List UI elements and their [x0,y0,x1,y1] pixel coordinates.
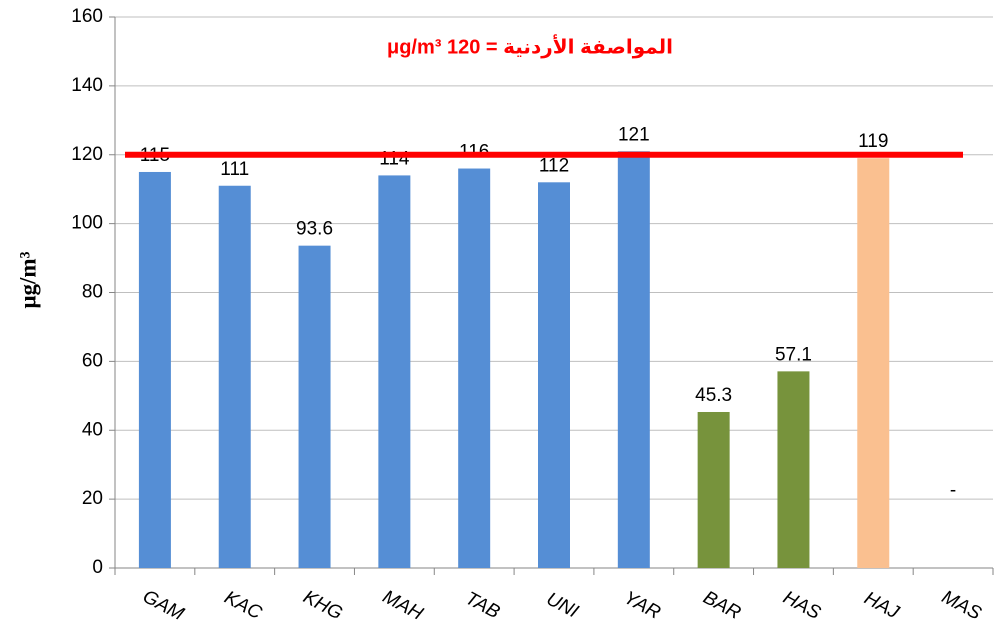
bar [777,371,810,568]
y-tick-label: 160 [71,6,103,27]
bar [138,171,171,568]
y-axis-label: μg/m³ [15,251,40,308]
bar [218,185,251,568]
bar [857,158,890,568]
value-label: 111 [220,159,249,180]
bar [538,182,570,569]
x-tick-label: TAB [462,588,504,623]
value-label: - [950,480,956,501]
x-tick-label: UNI [543,589,582,623]
bar [378,175,411,568]
y-tick-label: 60 [82,350,103,371]
x-tick-label: BAR [700,587,745,624]
y-tick-label: 100 [71,213,103,234]
value-label: 57.1 [775,344,812,365]
bar [697,411,730,568]
value-label: 93.6 [296,219,333,240]
y-tick-label: 140 [71,75,103,96]
bar [458,168,491,568]
bar [617,151,650,568]
x-tick-label: HAS [780,587,825,624]
x-tick-label: MAH [379,586,426,624]
bar [298,245,331,569]
value-label: 121 [618,124,650,145]
x-tick-label: YAR [620,587,664,624]
value-label: 119 [858,131,888,152]
y-tick-label: 120 [71,144,103,165]
y-tick-label: 40 [82,419,103,440]
y-tick-label: 80 [82,282,103,303]
y-tick-label: 0 [92,557,103,578]
value-label: 114 [379,148,410,169]
value-label: 112 [539,155,569,176]
x-tick-label: KHG [300,587,346,625]
reference-label: المواصفة الأردنية = 120 μg/m³ [387,33,673,58]
value-label: 45.3 [695,385,732,406]
x-tick-label: HAJ [861,588,903,624]
x-tick-label: GAM [139,586,187,625]
y-tick-label: 20 [82,488,103,509]
x-tick-label: MAS [938,587,985,625]
x-tick-label: KAC [221,587,266,624]
